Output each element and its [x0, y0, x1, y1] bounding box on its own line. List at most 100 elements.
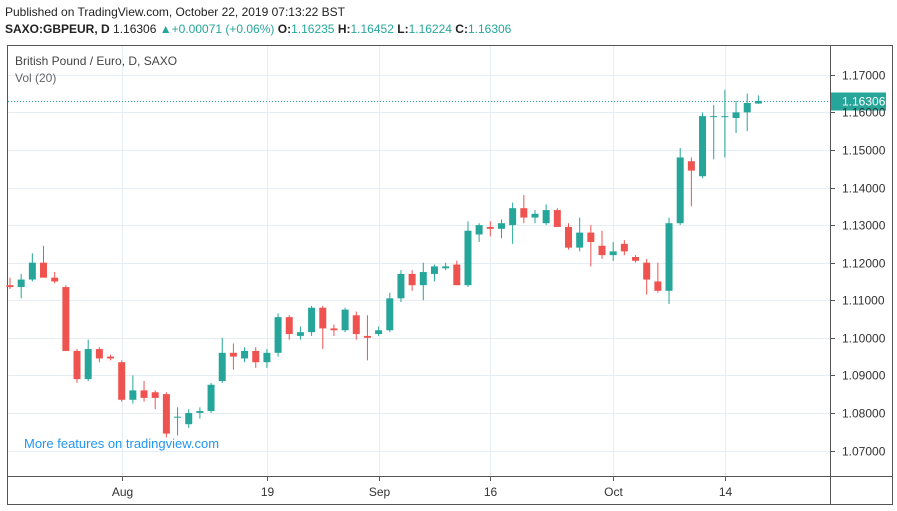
candle-body [107, 356, 115, 359]
candle-body [442, 266, 450, 269]
candle-body [754, 100, 762, 104]
candle-body [565, 226, 572, 248]
price-axis: 1.07000 1.08000 1.09000 1.10000 1.11000 1.120… [830, 69, 886, 459]
candle-body [397, 273, 405, 299]
high-value: 1.16452 [350, 22, 394, 36]
x-tick-label: 16 [484, 485, 498, 499]
last-price-line: 1.16306 [8, 92, 886, 111]
candle-body [553, 210, 561, 227]
candle-body [229, 352, 237, 357]
candle-body [274, 317, 282, 353]
y-tick-label: 1.15000 [842, 144, 886, 158]
candle-body [419, 272, 427, 286]
candle-body [710, 116, 718, 118]
y-tick-label: 1.12000 [842, 257, 886, 271]
candle-body [285, 317, 293, 335]
candle-body [252, 350, 260, 363]
candle-body [73, 350, 81, 380]
candle-body [699, 116, 707, 177]
candle-body [341, 309, 349, 331]
x-tick-label: Aug [112, 485, 133, 499]
candle-body [118, 362, 126, 400]
chart-title: British Pound / Euro, D, SAXO [15, 54, 177, 68]
x-tick-label: 14 [719, 485, 733, 499]
candle-body [676, 157, 684, 224]
candle-body [51, 277, 59, 282]
last-price-tag [831, 92, 886, 111]
price-change: +0.00071 (+0.06%) [171, 22, 275, 36]
candle-body [17, 279, 25, 288]
candle-body [296, 332, 304, 336]
candle-body [140, 390, 148, 398]
candle-body [620, 243, 628, 252]
low-label: L: [397, 22, 409, 36]
grid [8, 46, 830, 476]
candle-body [162, 394, 170, 434]
y-tick-label: 1.09000 [842, 369, 886, 383]
y-tick-label: 1.16000 [842, 106, 886, 120]
x-tick-label: 19 [261, 485, 275, 499]
y-tick-label: 1.10000 [842, 332, 886, 346]
candle-body [475, 225, 483, 235]
candle-body [6, 285, 14, 288]
time-axis: Aug 19 Sep 16 Oct 14 [112, 476, 733, 499]
candle-body [453, 264, 461, 286]
candle-body [129, 390, 137, 400]
candle-body [241, 350, 249, 359]
published-line: Published on TradingView.com, October 22… [5, 5, 345, 19]
ohlc-values: O:1.16235 H:1.16452 L:1.16224 C:1.16306 [278, 22, 512, 36]
last-price-tag-label: 1.16306 [842, 95, 886, 109]
quote-line: SAXO:GBPEUR, D 1.16306 ▲+0.00071 (+0.06%… [5, 22, 511, 36]
candle-body [218, 352, 226, 381]
candle-body [486, 226, 494, 229]
candle-body [363, 335, 371, 338]
candle-body [665, 223, 673, 291]
last-price: 1.16306 [113, 22, 157, 36]
candle-body [509, 208, 517, 226]
open-value: 1.16235 [291, 22, 335, 36]
low-value: 1.16224 [408, 22, 452, 36]
candle-body [464, 230, 472, 286]
candle-body [497, 223, 505, 229]
candles [6, 89, 762, 438]
candle-body [174, 416, 182, 418]
chart-frame [7, 45, 893, 505]
y-tick-label: 1.11000 [842, 294, 885, 308]
candle-body [207, 384, 215, 412]
candle-body [40, 262, 48, 278]
up-arrow-icon: ▲ [159, 22, 172, 36]
candle-body [609, 251, 617, 256]
candle-body [308, 307, 316, 333]
candle-body [185, 412, 193, 425]
candle-body [743, 102, 751, 113]
candle-body [352, 315, 360, 335]
candle-body [721, 116, 729, 118]
candle-body [330, 328, 338, 331]
candle-body [587, 232, 595, 242]
watermark-link[interactable]: More features on tradingview.com [24, 436, 219, 451]
x-tick-label: Sep [369, 485, 391, 499]
candle-body [408, 273, 416, 286]
candle-body [576, 232, 584, 248]
candle-body [687, 161, 695, 171]
candle-body [520, 208, 528, 218]
y-tick-label: 1.14000 [842, 182, 886, 196]
candle-body [643, 262, 651, 280]
candle-body [196, 411, 204, 413]
candle-body [375, 330, 383, 335]
candle-body [632, 257, 640, 261]
candle-body [654, 281, 662, 291]
candle-body [151, 392, 159, 398]
x-tick-label: Oct [604, 485, 623, 499]
candle-body [319, 307, 327, 329]
candle-body [84, 349, 92, 380]
candle-body [430, 266, 438, 274]
candle-body [263, 352, 271, 363]
y-tick-label: 1.07000 [842, 445, 886, 459]
open-label: O: [277, 22, 292, 36]
y-tick-label: 1.08000 [842, 407, 886, 421]
candle-body [732, 112, 740, 119]
volume-indicator-label: Vol (20) [15, 71, 56, 85]
high-label: H: [337, 22, 351, 36]
